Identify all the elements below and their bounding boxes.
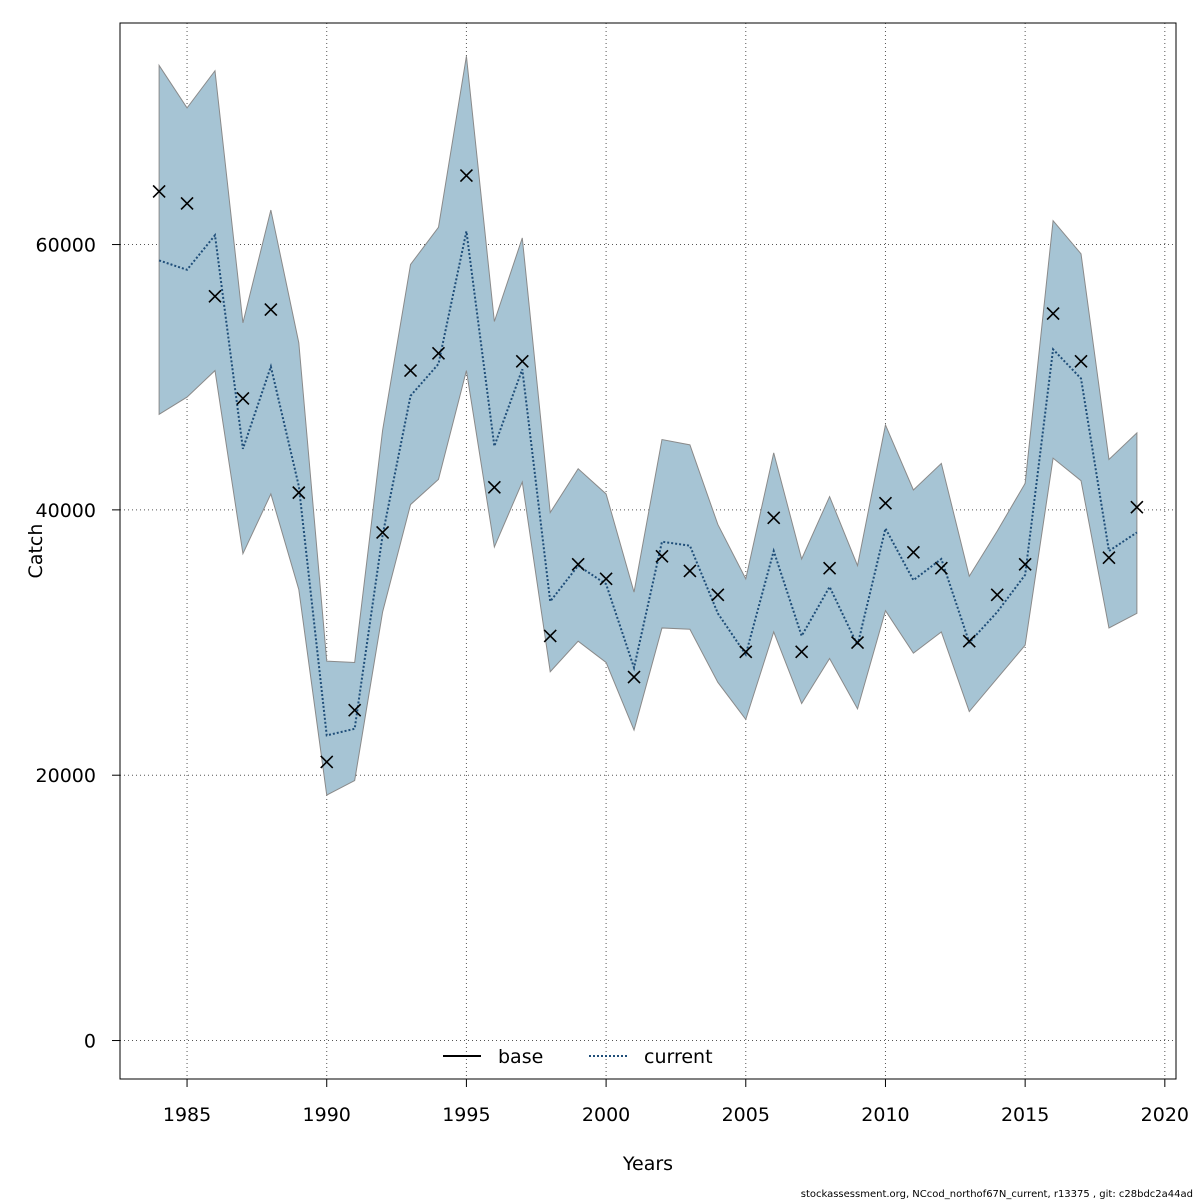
confidence-band-area bbox=[158, 56, 1138, 796]
x-tick-label: 2015 bbox=[1001, 1104, 1049, 1126]
x-tick-label: 2010 bbox=[861, 1104, 909, 1126]
observation-marker bbox=[627, 670, 641, 684]
axes: 1985 1990 1995 2000 2005 2010 2015 2020 0 20000 40… bbox=[36, 22, 1189, 1126]
observation-marker bbox=[1102, 551, 1116, 565]
x-tick-label: 2000 bbox=[582, 1104, 630, 1126]
observation-marker bbox=[515, 354, 529, 368]
x-axis-title: Years bbox=[622, 1153, 673, 1175]
observation-marker bbox=[739, 645, 753, 659]
x-tick-label: 2020 bbox=[1141, 1104, 1189, 1126]
observation-marker bbox=[292, 486, 306, 500]
observation-marker bbox=[767, 511, 781, 525]
observation-marker bbox=[236, 391, 250, 406]
observation-markers bbox=[152, 168, 1144, 769]
observation-marker bbox=[487, 480, 501, 494]
observation-marker bbox=[459, 168, 473, 183]
observation-marker bbox=[990, 588, 1004, 602]
observation-marker bbox=[1074, 354, 1088, 368]
observation-marker bbox=[320, 755, 334, 769]
observation-marker bbox=[655, 549, 669, 563]
observation-marker bbox=[1130, 500, 1144, 514]
legend-label-base: base bbox=[498, 1046, 543, 1068]
observation-marker bbox=[348, 703, 362, 717]
observation-marker bbox=[264, 302, 278, 317]
confidence-band bbox=[158, 56, 1138, 796]
observation-marker bbox=[850, 635, 865, 650]
footer-caption: stockassessment.org, NCcod_northof67N_cu… bbox=[801, 1189, 1193, 1200]
observation-marker bbox=[795, 645, 809, 659]
observation-marker bbox=[823, 561, 837, 575]
observation-marker bbox=[599, 572, 613, 586]
x-tick-label: 1995 bbox=[442, 1104, 490, 1126]
observation-marker bbox=[431, 346, 446, 360]
y-axis-title: Catch bbox=[25, 524, 47, 579]
observation-marker bbox=[208, 289, 222, 303]
x-tick-label: 1985 bbox=[163, 1104, 211, 1126]
x-tick-label: 1990 bbox=[303, 1104, 351, 1126]
legend: base current bbox=[443, 1046, 713, 1068]
observation-marker bbox=[1046, 306, 1060, 321]
observation-marker bbox=[878, 496, 893, 510]
observation-marker bbox=[683, 564, 697, 578]
x-tick-label: 2005 bbox=[722, 1104, 770, 1126]
observation-marker bbox=[180, 196, 194, 210]
observation-marker bbox=[934, 561, 948, 575]
observation-marker bbox=[711, 588, 725, 602]
observation-marker bbox=[152, 184, 166, 199]
observation-marker bbox=[906, 545, 920, 559]
observation-marker bbox=[1018, 557, 1032, 571]
legend-label-current: current bbox=[644, 1046, 713, 1068]
observation-marker bbox=[403, 364, 418, 378]
observation-marker bbox=[543, 629, 557, 643]
y-tick-label: 0 bbox=[84, 1031, 96, 1053]
y-tick-label: 20000 bbox=[36, 765, 96, 787]
observation-marker bbox=[571, 557, 585, 571]
observation-marker bbox=[962, 634, 976, 648]
y-tick-label: 60000 bbox=[36, 235, 96, 257]
plot-frame bbox=[119, 22, 1177, 1080]
y-tick-label: 40000 bbox=[36, 500, 96, 522]
observation-marker bbox=[376, 525, 390, 539]
